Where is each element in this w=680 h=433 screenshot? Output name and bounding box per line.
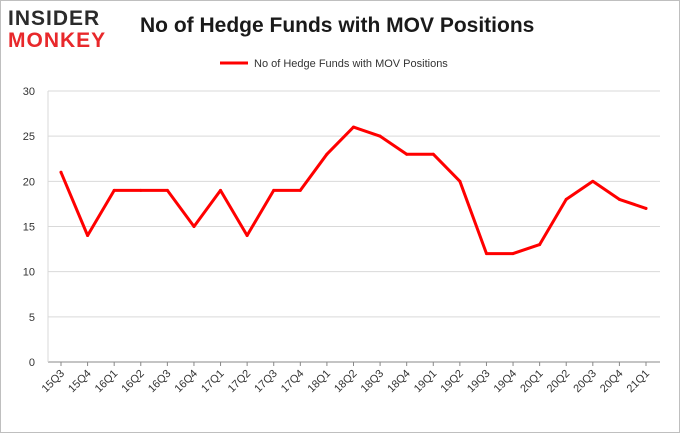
x-tick-label: 20Q4 bbox=[598, 368, 626, 396]
y-tick-label: 15 bbox=[23, 222, 35, 234]
data-point bbox=[352, 125, 355, 129]
chart-title: No of Hedge Funds with MOV Positions bbox=[140, 14, 535, 37]
x-tick-label: 17Q2 bbox=[226, 368, 254, 396]
data-point bbox=[378, 134, 382, 138]
grid-lines bbox=[47, 90, 660, 363]
x-tick-label: 20Q1 bbox=[518, 368, 546, 396]
x-tick-label: 15Q4 bbox=[66, 368, 94, 396]
insider-monkey-logo: INSIDER MONKEY bbox=[8, 8, 130, 56]
x-tick-label: 18Q2 bbox=[332, 368, 360, 396]
y-axis-ticks: 0 5 10 15 20 25 30 bbox=[23, 86, 35, 369]
data-point bbox=[192, 225, 196, 228]
data-point bbox=[139, 188, 143, 192]
x-tick-label: 18Q4 bbox=[385, 368, 413, 396]
data-point bbox=[458, 179, 462, 183]
data-point bbox=[112, 188, 116, 192]
data-point bbox=[86, 234, 90, 238]
legend: No of Hedge Funds with MOV Positions bbox=[220, 58, 448, 70]
x-tick-label: 20Q3 bbox=[571, 368, 599, 396]
x-tick-label: 17Q4 bbox=[279, 368, 307, 396]
data-point bbox=[405, 152, 409, 156]
data-point bbox=[219, 188, 223, 192]
data-point bbox=[272, 188, 276, 192]
x-tick-label: 15Q3 bbox=[40, 368, 68, 396]
data-point bbox=[617, 197, 621, 201]
logo-line-1: INSIDER bbox=[8, 7, 101, 30]
x-tick-label: 17Q3 bbox=[252, 368, 280, 396]
logo-line-2: MONKEY bbox=[8, 29, 107, 52]
x-tick-label: 19Q3 bbox=[465, 368, 493, 396]
x-tick-label: 16Q1 bbox=[93, 368, 121, 396]
x-tick-label: 20Q2 bbox=[545, 368, 573, 396]
x-tick-label: 19Q2 bbox=[438, 368, 466, 396]
data-point bbox=[644, 206, 648, 210]
x-tick-label: 19Q4 bbox=[492, 368, 520, 396]
series-group bbox=[59, 125, 648, 256]
series-line bbox=[59, 125, 648, 256]
data-point bbox=[484, 252, 488, 256]
x-tick-label: 21Q1 bbox=[625, 368, 653, 396]
legend-label: No of Hedge Funds with MOV Positions bbox=[254, 58, 448, 70]
data-point bbox=[298, 188, 302, 192]
x-tick-label: 16Q4 bbox=[173, 368, 201, 396]
y-tick-label: 0 bbox=[29, 357, 35, 369]
data-point bbox=[564, 197, 568, 201]
x-tick-label: 18Q1 bbox=[306, 368, 334, 396]
x-tick-label: 17Q1 bbox=[199, 368, 227, 396]
data-point bbox=[165, 188, 169, 192]
data-point bbox=[591, 179, 595, 183]
y-tick-label: 5 bbox=[29, 312, 35, 324]
y-tick-label: 30 bbox=[23, 86, 35, 98]
x-tick-label: 16Q2 bbox=[119, 368, 147, 396]
y-tick-label: 10 bbox=[23, 267, 35, 279]
data-point bbox=[511, 252, 515, 256]
y-tick-label: 25 bbox=[23, 131, 35, 143]
y-tick-label: 20 bbox=[23, 176, 35, 188]
data-point bbox=[59, 170, 63, 174]
x-tick-label: 19Q1 bbox=[412, 368, 440, 396]
x-tick-label: 18Q3 bbox=[359, 368, 387, 396]
data-point bbox=[245, 234, 249, 238]
x-axis-ticks: 15Q3 15Q4 16Q1 16Q2 16Q3 16Q4 17Q1 17Q2 17Q3 17Q4… bbox=[40, 362, 653, 396]
x-tick-label: 16Q3 bbox=[146, 368, 174, 396]
data-point bbox=[325, 152, 329, 156]
data-point bbox=[431, 152, 435, 156]
data-point bbox=[538, 243, 542, 247]
